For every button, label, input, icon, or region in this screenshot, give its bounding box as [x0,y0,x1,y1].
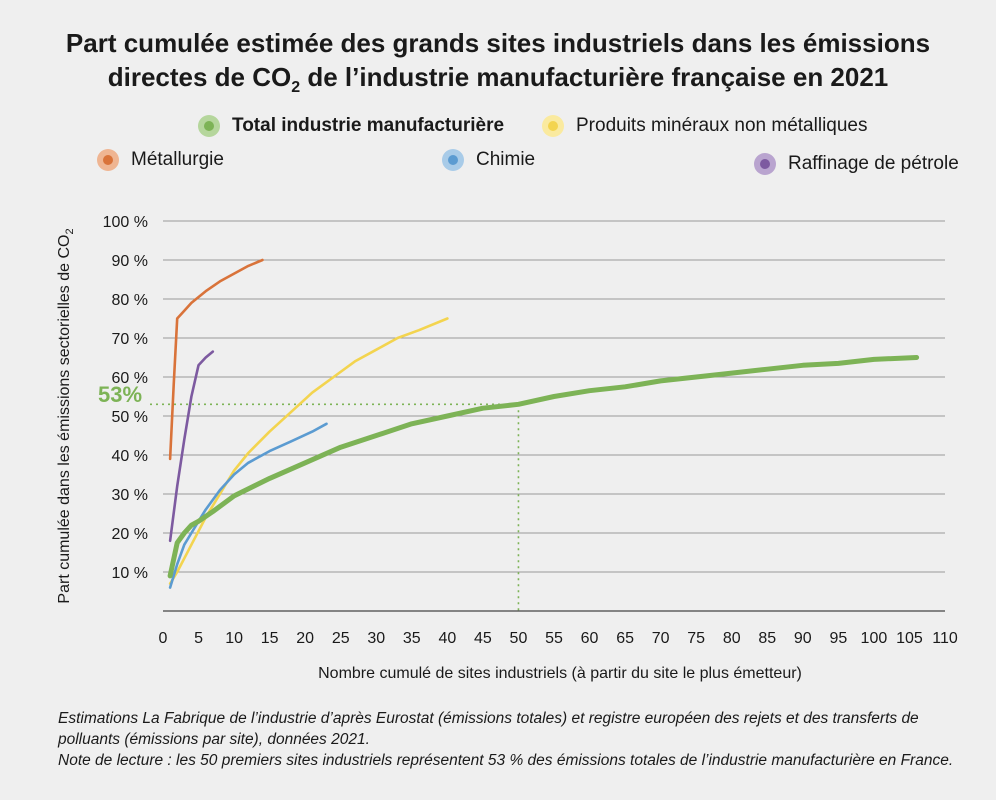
legend-marker-chimie [442,149,464,171]
x-tick-label: 80 [723,630,741,647]
legend-item-total: Total industrie manufacturière [198,115,504,137]
y-tick-label: 10 % [112,565,148,582]
series-lines [167,258,920,589]
grid-lines [163,220,945,573]
legend-label-total: Total industrie manufacturière [232,115,505,136]
series-line-4 [168,350,215,543]
x-tick-label: 60 [581,630,599,647]
legend-item-metallurgie: Métallurgie [97,149,224,171]
x-tick-label: 30 [367,630,385,647]
x-tick-label: 90 [794,630,812,647]
footnote-source: Estimations La Fabrique de l’industrie d… [58,710,919,748]
legend-marker-mineraux [542,115,564,137]
legend-label-metallurgie: Métallurgie [131,149,224,170]
series-line-1 [168,317,449,585]
y-tick-label: 60 % [112,370,148,387]
x-tick-label: 10 [225,630,243,647]
y-tick-label: 20 % [112,526,148,543]
x-tick-label: 105 [896,630,923,647]
x-tick-label: 70 [652,630,670,647]
y-tick-label: 80 % [112,292,148,309]
x-tick-label: 15 [261,630,279,647]
legend-item-mineraux: Produits minéraux non métalliques [542,115,868,137]
legend-label-mineraux: Produits minéraux non métalliques [576,115,868,136]
y-tick-label: 30 % [112,487,148,504]
x-tick-label: 45 [474,630,492,647]
series-line-3 [168,422,328,589]
x-tick-label: 100 [861,630,888,647]
x-tick-label: 85 [758,630,776,647]
x-tick-label: 55 [545,630,563,647]
footnote: Estimations La Fabrique de l’industrie d… [58,708,978,771]
reference-lines [150,403,520,611]
legend-label-raffinage: Raffinage de pétrole [788,153,959,174]
series-line-2 [168,258,264,461]
legend-item-chimie: Chimie [442,149,535,171]
x-tick-label: 35 [403,630,421,647]
y-tick-label: 40 % [112,448,148,465]
title-line-2-end: de l’industrie manufacturière française … [300,62,889,92]
legend-label-chimie: Chimie [476,149,536,170]
legend-item-raffinage: Raffinage de pétrole [754,153,959,175]
title-line-2-start: directes de CO [107,62,292,92]
y-axis-label-subscript: 2 [64,228,76,234]
x-axis-label: Nombre cumulé de sites industriels (à pa… [318,665,802,682]
y-tick-label: 70 % [112,331,148,348]
chart-title: Part cumulée estimée des grands sites in… [0,26,996,105]
title-subscript: 2 [291,79,301,97]
y-tick-label: 90 % [112,253,148,270]
y-tick-labels: 10 % 20 % 30 % 40 % 50 % 60 % 70 % 80 % 90 % 100 … [103,214,148,582]
x-tick-label: 65 [616,630,634,647]
legend-marker-metallurgie [97,149,119,171]
annotation-label: 53% [98,382,142,407]
title-line-1: Part cumulée estimée des grands sites in… [65,28,931,58]
y-tick-label: 100 % [103,214,148,231]
series-line-0 [167,355,920,579]
y-tick-label: 50 % [112,409,148,426]
x-tick-label: 0 [159,630,168,647]
x-tick-label: 50 [510,630,528,647]
legend-marker-raffinage [754,153,776,175]
footnote-reading-note: Note de lecture : les 50 premiers sites … [58,752,954,769]
x-tick-label: 5 [194,630,203,647]
x-tick-labels: 0 5 10 15 20 25 30 35 40 45 50 55 60 65 70 75 80 85 90 95 10… [159,630,958,647]
x-tick-label: 95 [829,630,847,647]
legend-marker-total [198,115,220,137]
y-axis-label: Part cumulée dans les émissions sectorie… [56,228,76,603]
x-tick-label: 110 [932,630,958,647]
line-chart: 0 5 10 15 20 25 30 35 40 45 50 55 60 65 70 75 80 85 90 95 10… [56,214,958,682]
x-tick-label: 75 [687,630,705,647]
x-tick-label: 25 [332,630,350,647]
x-tick-label: 40 [438,630,456,647]
x-tick-label: 20 [296,630,314,647]
y-axis-label-text: Part cumulée dans les émissions sectorie… [56,235,73,604]
